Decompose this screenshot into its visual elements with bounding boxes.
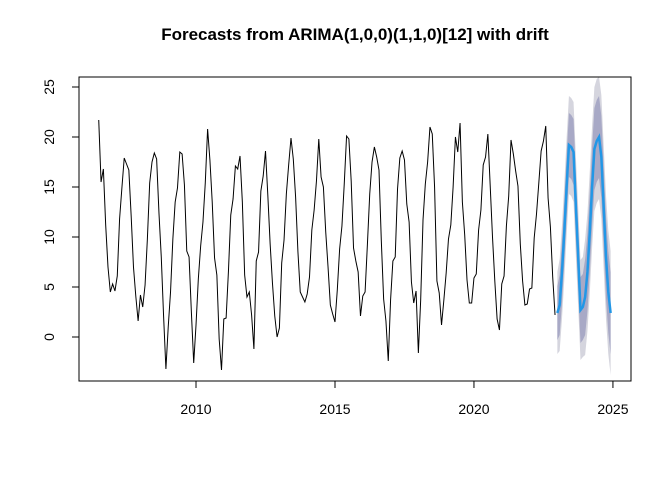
chart-title: Forecasts from ARIMA(1,0,0)(1,1,0)[12] w… <box>161 25 549 44</box>
x-tick-label: 2010 <box>180 401 211 417</box>
y-tick-label: 0 <box>41 333 57 341</box>
x-tick-label: 2015 <box>319 401 350 417</box>
plot-frame <box>78 76 632 382</box>
series-line <box>98 119 556 371</box>
interval-80 <box>557 96 611 354</box>
y-tick-label: 5 <box>41 283 57 291</box>
x-tick-label: 2020 <box>458 401 489 417</box>
y-tick-label: 20 <box>41 129 57 145</box>
x-tick-label: 2025 <box>597 401 628 417</box>
forecast-line <box>556 133 612 314</box>
y-tick-label: 15 <box>41 179 57 195</box>
y-tick-label: 25 <box>41 79 57 95</box>
y-tick-label: 10 <box>41 229 57 245</box>
